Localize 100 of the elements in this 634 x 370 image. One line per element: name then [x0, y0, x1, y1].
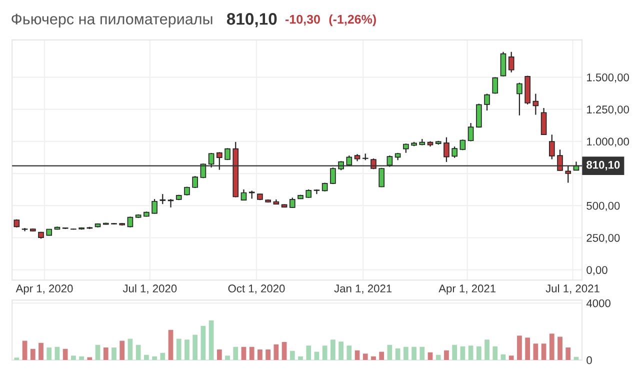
- x-tick-label: Jul 1, 2020: [122, 284, 177, 294]
- bar: [200, 326, 206, 360]
- bar: [266, 350, 271, 360]
- candlestick: [208, 152, 214, 168]
- bar: [338, 342, 344, 360]
- bar: [452, 344, 458, 360]
- bar: [136, 344, 141, 360]
- x-tick-label: Apr 1, 2021: [438, 284, 496, 295]
- candlestick: [468, 122, 474, 142]
- candlestick: [152, 198, 158, 214]
- candlestick: [289, 197, 296, 208]
- candlestick: [548, 134, 555, 160]
- candlestick: [444, 136, 450, 163]
- x-tick-label: Jul 1, 2021: [546, 284, 600, 294]
- y-tick-label: 0: [586, 356, 592, 364]
- bar: [233, 346, 238, 360]
- bar: [322, 346, 328, 360]
- candlestick: [386, 154, 393, 168]
- candlestick: [127, 216, 134, 228]
- bar: [468, 346, 474, 360]
- bar: [444, 350, 449, 360]
- candlestick: [216, 152, 222, 170]
- bar: [525, 338, 530, 360]
- bar: [241, 346, 246, 360]
- bar: [395, 348, 400, 360]
- candlestick: [508, 51, 514, 73]
- text: (-1,26%): [329, 14, 376, 26]
- y-tick-label: 250,00: [586, 234, 620, 244]
- bar: [346, 346, 352, 360]
- candlestick: [540, 107, 547, 136]
- chart-title: Фьючерс на пиломатериалы: [12, 14, 212, 28]
- bar: [484, 340, 490, 360]
- bar: [558, 336, 562, 360]
- bar: [22, 340, 28, 360]
- candlestick: [168, 198, 174, 208]
- x-tick-label: Jan 1, 2021: [334, 284, 392, 294]
- y-tick-label: 500,00: [586, 202, 620, 212]
- bar: [168, 330, 174, 360]
- text: -10,30: [286, 14, 320, 26]
- bar: [500, 354, 506, 360]
- bar: [412, 346, 416, 360]
- candlestick: [532, 93, 539, 116]
- bar: [103, 348, 108, 360]
- bar: [54, 346, 60, 360]
- candlestick: [500, 51, 506, 77]
- x-tick-label: Oct 1, 2020: [228, 284, 285, 294]
- bar: [120, 340, 125, 360]
- bar: [249, 346, 254, 360]
- candlestick: [492, 76, 498, 94]
- bar: [176, 338, 182, 360]
- text: 810,10: [226, 13, 277, 28]
- bar: [371, 356, 376, 360]
- bar: [306, 346, 312, 360]
- bar: [508, 356, 514, 360]
- bar: [95, 344, 100, 360]
- bar: [379, 352, 384, 360]
- bar: [533, 344, 538, 360]
- bar: [354, 350, 360, 360]
- bar: [541, 344, 546, 360]
- bar: [274, 344, 279, 360]
- y-tick-label: 1.500,00: [587, 73, 629, 83]
- y-tick-label: 1.250,00: [587, 106, 629, 115]
- bar: [225, 356, 230, 360]
- bar: [144, 354, 149, 360]
- candlestick: [240, 188, 247, 202]
- bar: [216, 350, 222, 360]
- bar: [184, 340, 190, 360]
- bar: [290, 350, 295, 360]
- bar: [517, 336, 522, 360]
- bar: [298, 356, 303, 360]
- candlestick: [557, 149, 563, 172]
- bar: [428, 352, 433, 360]
- bar: [71, 356, 76, 360]
- bar: [282, 342, 287, 360]
- bar: [87, 357, 92, 360]
- candlestick: [330, 167, 336, 185]
- bar: [436, 354, 441, 360]
- candlestick: [160, 194, 166, 205]
- candlestick: [403, 143, 409, 154]
- bar: [574, 356, 579, 360]
- bar: [208, 320, 214, 360]
- bar: [38, 342, 44, 360]
- y-tick-label: 1.000,00: [587, 138, 629, 147]
- y-tick-label: 4000: [586, 299, 610, 308]
- bar: [46, 348, 52, 360]
- ref-line-label: 810,10: [586, 160, 620, 170]
- x-tick-label: Apr 1, 2020: [16, 284, 73, 295]
- bar: [566, 348, 571, 360]
- bar: [258, 350, 262, 360]
- bar: [460, 346, 466, 360]
- candlestick: [476, 103, 482, 128]
- bar: [160, 352, 166, 360]
- bar: [549, 334, 554, 360]
- bar: [362, 354, 368, 360]
- bar: [30, 348, 36, 360]
- candlestick: [452, 146, 458, 158]
- candlestick: [484, 93, 490, 112]
- bar: [192, 334, 198, 360]
- bar: [314, 352, 320, 360]
- bar: [492, 346, 498, 360]
